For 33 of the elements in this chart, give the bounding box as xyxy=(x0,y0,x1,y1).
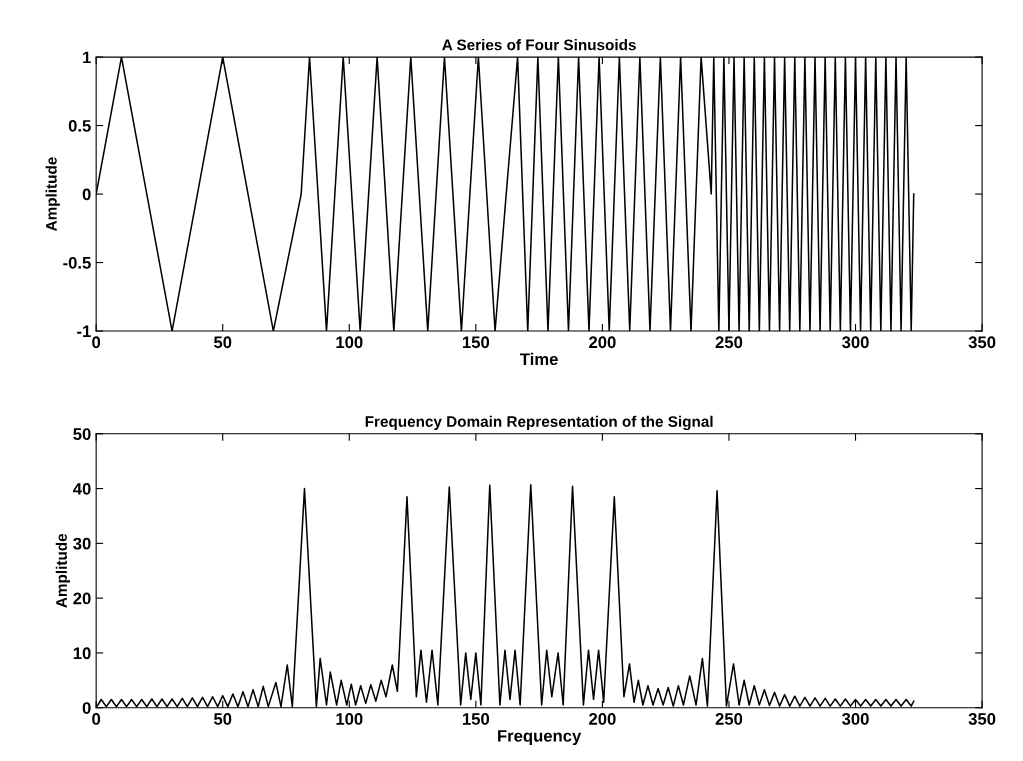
x-tick-label: 350 xyxy=(968,336,996,349)
x-tick-label: 300 xyxy=(842,713,869,725)
x-axis-title: Frequency xyxy=(498,730,582,746)
x-tick-label: 350 xyxy=(968,713,996,725)
y-tick-label: 40 xyxy=(73,482,91,495)
y-axis-title: Amplitude xyxy=(45,157,60,232)
chart-title: A Series of Four Sinusoids xyxy=(442,39,636,51)
y-tick-label: 20 xyxy=(73,592,91,605)
x-tick-label: 150 xyxy=(462,713,490,725)
y-tick-label: -1 xyxy=(77,325,91,338)
x-tick-label: 200 xyxy=(589,713,616,725)
x-tick-label: 250 xyxy=(715,713,743,725)
y-axis-title: Amplitude xyxy=(55,533,70,608)
x-tick-label: 200 xyxy=(589,336,616,349)
x-tick-label: 50 xyxy=(213,336,232,349)
y-tick-label: 30 xyxy=(73,537,91,550)
y-tick-label: 0 xyxy=(82,188,91,201)
y-tick-label: 10 xyxy=(73,647,91,660)
x-axis-title: Time xyxy=(520,352,558,366)
y-tick-label: 0 xyxy=(82,702,91,714)
x-tick-label: 150 xyxy=(462,336,490,349)
y-tick-label: 50 xyxy=(73,428,91,440)
x-tick-label: 50 xyxy=(213,713,232,725)
y-tick-label: 1 xyxy=(83,51,91,64)
x-tick-label: 100 xyxy=(336,336,363,349)
y-tick-label: 0.5 xyxy=(68,119,91,132)
y-tick-label: -0.5 xyxy=(63,256,91,269)
x-tick-label: 250 xyxy=(715,336,743,349)
x-tick-label: 300 xyxy=(842,336,869,349)
chart-title: Frequency Domain Representation of the Signal xyxy=(365,415,713,431)
x-tick-label: 0 xyxy=(92,713,101,725)
x-tick-label: 0 xyxy=(92,336,101,349)
x-tick-label: 100 xyxy=(336,713,363,725)
